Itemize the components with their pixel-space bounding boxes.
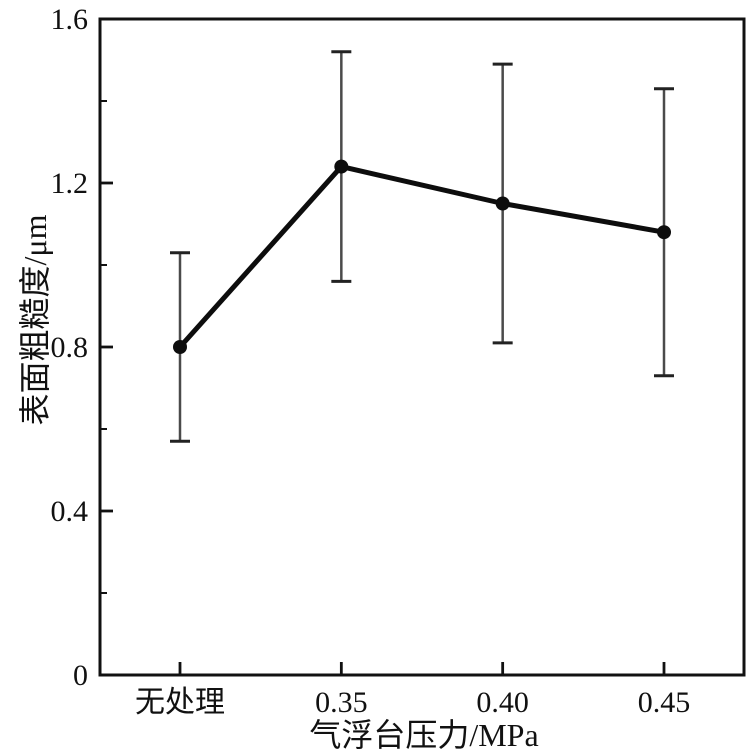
data-point-marker [657, 225, 671, 240]
x-tick-label: 0.35 [315, 686, 368, 719]
y-tick-label: 0.4 [51, 495, 89, 528]
y-axis-title: 表面粗糙度/μm [17, 214, 53, 425]
y-tick-label: 0.8 [51, 331, 89, 364]
x-tick-label: 0.40 [476, 686, 529, 719]
x-axis-title: 气浮台压力/MPa [309, 717, 538, 753]
y-tick-label: 0 [73, 659, 88, 692]
data-point-marker [334, 159, 349, 174]
data-point-marker [495, 196, 510, 211]
data-line [177, 164, 667, 350]
x-tick-label: 0.45 [638, 686, 691, 719]
y-tick-label: 1.2 [51, 167, 89, 200]
plot-frame [98, 17, 746, 677]
data-point-marker [173, 340, 187, 354]
plot-area: 0 0.4 0.8 1.2 1.6 无处理 0.35 0.40 0.45 [51, 3, 746, 719]
x-tick-label: 无处理 [135, 686, 225, 719]
y-tick-label: 1.6 [51, 3, 89, 36]
